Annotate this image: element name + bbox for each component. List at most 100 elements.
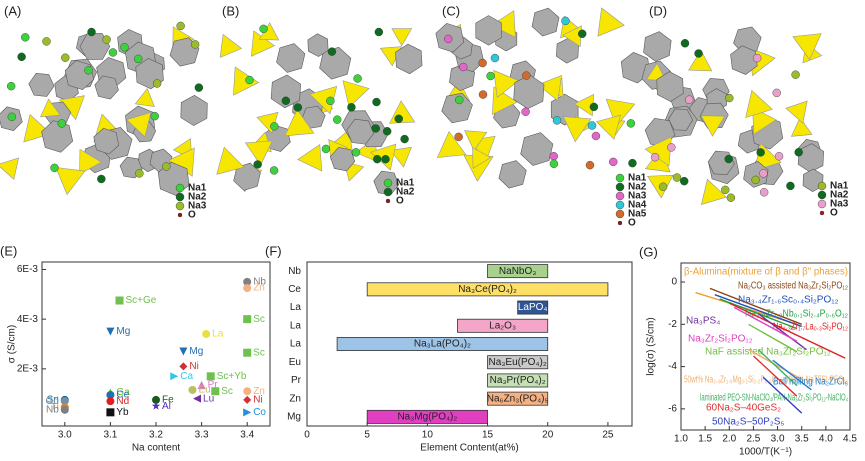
atom bbox=[108, 48, 118, 57]
atom bbox=[454, 132, 463, 142]
series-label: Na₃.₄Zr₁.₆Sc₀.₄Si₂PO₁₂ bbox=[738, 295, 839, 306]
octahedron bbox=[307, 33, 329, 57]
bar bbox=[487, 264, 549, 279]
point-label: Al bbox=[162, 401, 171, 412]
atom bbox=[726, 193, 736, 202]
atom bbox=[259, 24, 268, 34]
tetrahedron bbox=[700, 115, 726, 137]
point bbox=[106, 390, 115, 399]
point-label: Mg bbox=[116, 326, 130, 337]
legend-label: Na2 bbox=[628, 182, 647, 193]
legend-marker bbox=[615, 200, 625, 210]
tetrahedron bbox=[595, 114, 621, 140]
tetrahedron bbox=[562, 116, 592, 143]
bar-label: Na₃Mg(PO₄)₂ bbox=[397, 412, 457, 423]
point-label: Nb bbox=[253, 277, 266, 288]
atom bbox=[321, 144, 331, 154]
point bbox=[243, 387, 252, 396]
atom bbox=[400, 134, 409, 144]
plot-frame bbox=[680, 262, 851, 431]
atom bbox=[61, 53, 70, 62]
tetrahedron bbox=[537, 74, 562, 102]
atom bbox=[759, 188, 769, 197]
tetrahedron bbox=[605, 98, 636, 128]
atom bbox=[333, 115, 342, 124]
atom bbox=[626, 119, 636, 128]
point-label: Ni bbox=[189, 361, 198, 372]
octahedron bbox=[41, 120, 74, 153]
point bbox=[243, 277, 252, 286]
legend-label: Na2 bbox=[188, 192, 207, 203]
point-label: Ce bbox=[116, 390, 129, 401]
legend-label: Na5 bbox=[628, 209, 647, 220]
x-tick-label: 4.0 bbox=[819, 434, 833, 445]
legend-label: Na4 bbox=[628, 200, 647, 211]
octahedron bbox=[270, 74, 302, 109]
bar bbox=[517, 300, 549, 315]
y-tick-label: La bbox=[290, 302, 302, 313]
point bbox=[211, 387, 220, 396]
series-label: laminated PEO-SN-NaClO₄/PAN-Na₃Zr₂Si₂PO₁… bbox=[700, 393, 848, 404]
bar-label: Na₃Ce(PO₄)₂ bbox=[458, 284, 517, 295]
y-tick-label: -4 bbox=[668, 361, 677, 372]
tetrahedron bbox=[464, 130, 488, 152]
x-tick-label: 3.2 bbox=[149, 430, 163, 441]
octahedron bbox=[395, 43, 423, 75]
tetrahedron bbox=[700, 178, 727, 205]
point-label: Mg bbox=[189, 346, 203, 357]
point bbox=[106, 408, 115, 417]
x-tick-label: 5 bbox=[364, 430, 370, 441]
point-label: Sc+Yb bbox=[217, 371, 247, 382]
x-tick-label: 25 bbox=[602, 430, 614, 441]
point bbox=[179, 362, 188, 371]
x-tick-label: 10 bbox=[422, 430, 434, 441]
atom bbox=[724, 154, 733, 164]
tetrahedron bbox=[244, 140, 273, 166]
atom bbox=[490, 53, 500, 63]
tetrahedron bbox=[39, 98, 61, 118]
tetrahedron bbox=[0, 157, 19, 181]
x-tick-label: 3.1 bbox=[103, 430, 117, 441]
y-tick-label: Eu bbox=[289, 357, 301, 368]
octahedron bbox=[94, 75, 119, 100]
crystal-structure bbox=[0, 21, 208, 196]
atom bbox=[672, 173, 682, 182]
tetrahedron bbox=[752, 107, 777, 135]
y-axis-label: log(σ) (S/cm) bbox=[646, 317, 657, 375]
point-label: Co bbox=[253, 407, 266, 418]
x-tick-label: 3.0 bbox=[771, 434, 785, 445]
atom bbox=[87, 27, 96, 37]
point bbox=[151, 401, 161, 410]
tetrahedron bbox=[391, 28, 413, 47]
point-label: Eu bbox=[198, 385, 210, 396]
atom bbox=[152, 79, 162, 88]
atom bbox=[549, 159, 559, 168]
octahedron bbox=[668, 108, 694, 131]
atom bbox=[194, 83, 204, 92]
legend-marker bbox=[615, 182, 625, 192]
x-tick-label: 1.0 bbox=[674, 434, 688, 445]
legend-marker bbox=[175, 201, 185, 211]
tetrahedron bbox=[79, 148, 102, 175]
atom bbox=[6, 81, 16, 91]
point-label: Nb bbox=[46, 404, 59, 415]
x-tick-label: 2.5 bbox=[746, 434, 760, 445]
legend-marker bbox=[615, 191, 625, 201]
legend-marker bbox=[617, 220, 623, 226]
tetrahedron bbox=[126, 112, 152, 138]
point bbox=[243, 348, 252, 357]
x-tick-label: 1.5 bbox=[698, 434, 712, 445]
atom bbox=[17, 52, 26, 62]
atom bbox=[684, 95, 694, 104]
point-label: Lu bbox=[203, 393, 214, 404]
x-axis-label: Na content bbox=[132, 443, 181, 454]
atom bbox=[371, 124, 380, 133]
atom bbox=[561, 16, 570, 26]
octahedron bbox=[346, 118, 375, 145]
atom bbox=[381, 155, 390, 164]
line bbox=[752, 355, 798, 397]
atom bbox=[281, 96, 291, 105]
point bbox=[106, 327, 115, 336]
panel-letter: (D) bbox=[649, 3, 667, 18]
atom bbox=[269, 166, 279, 175]
